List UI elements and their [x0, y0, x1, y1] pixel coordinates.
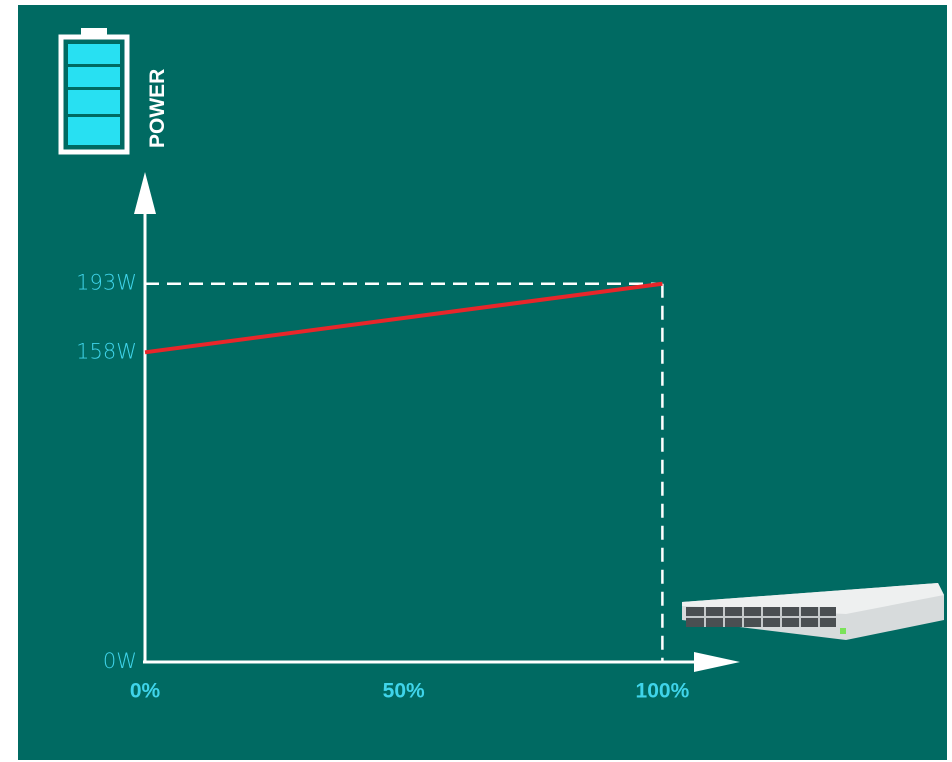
y-tick-label: 193W — [76, 271, 137, 295]
y-axis-title: POWER — [146, 69, 169, 148]
switch-image — [682, 583, 944, 640]
x-tick-label: 50% — [383, 680, 425, 703]
x-axis-arrow — [694, 652, 740, 672]
x-tick-label: 100% — [636, 680, 690, 703]
battery-cell — [68, 117, 120, 145]
y-tick-label: 158W — [76, 339, 137, 363]
data-line — [144, 281, 663, 355]
y-axis-arrow — [134, 172, 156, 214]
y-tick-label: 0W — [103, 649, 137, 673]
battery-body — [58, 34, 130, 155]
battery-cell — [68, 44, 120, 64]
battery-cap — [81, 28, 107, 37]
battery-cell — [68, 67, 120, 87]
battery-icon — [58, 28, 130, 155]
x-tick-label: 0% — [130, 680, 161, 703]
switch-top — [682, 583, 944, 614]
switch-led — [840, 628, 846, 634]
switch-port-dividers — [686, 607, 836, 627]
background — [18, 5, 947, 760]
battery-cell — [68, 90, 120, 114]
